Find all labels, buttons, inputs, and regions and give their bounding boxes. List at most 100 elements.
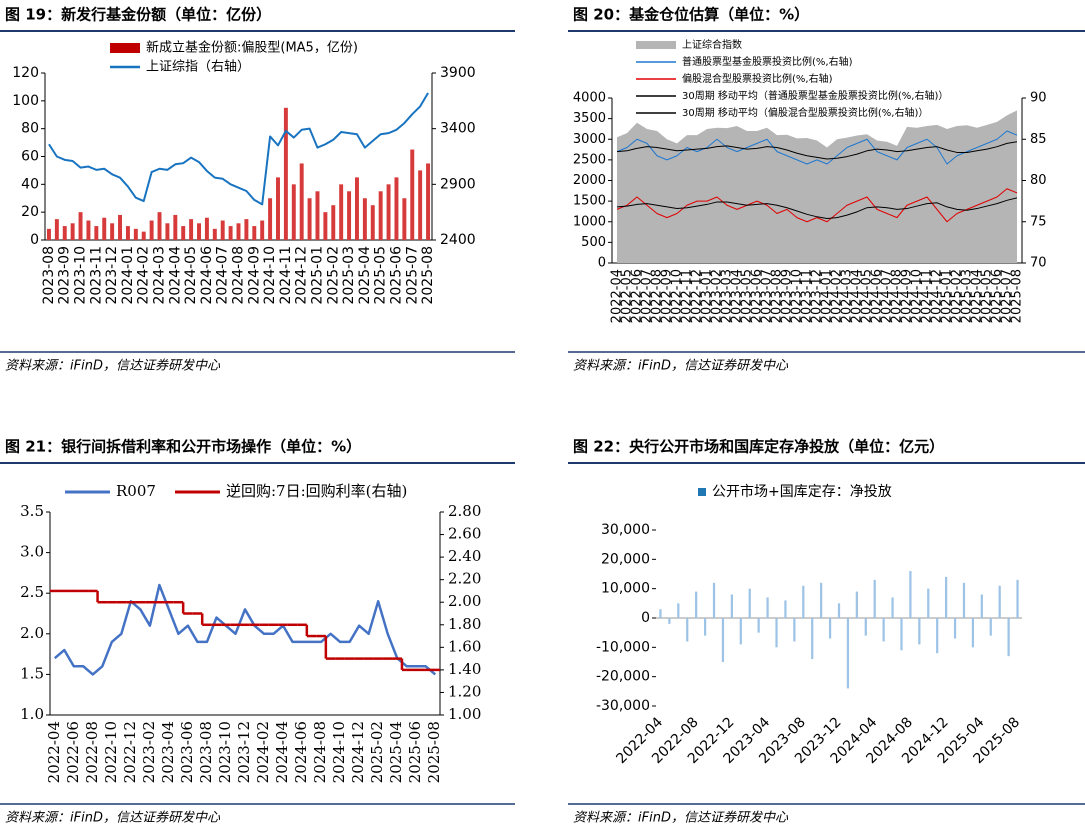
bar xyxy=(283,107,288,241)
x-tick-label: 2022-10 xyxy=(102,721,120,783)
bar xyxy=(212,228,217,240)
x-tick-label: 2025-07 xyxy=(404,246,420,305)
y2-tick-label: 1.60 xyxy=(448,637,481,655)
bar xyxy=(927,588,930,618)
bar xyxy=(980,594,983,618)
bar xyxy=(268,198,273,240)
y-tick-label: 2500 xyxy=(573,152,606,167)
bar xyxy=(102,217,107,240)
bar xyxy=(276,177,280,240)
x-tick-label: 2024-03 xyxy=(840,269,855,323)
bar xyxy=(410,149,415,240)
x-tick-label: 2025-03 xyxy=(960,269,975,323)
y-tick-label: 1.5 xyxy=(20,664,44,682)
x-tick-label: 2024-07 xyxy=(215,246,231,304)
bar xyxy=(793,618,796,642)
bar xyxy=(677,603,680,618)
y-tick-label: 1500 xyxy=(573,194,606,209)
y-tick-label: 100 xyxy=(12,93,39,109)
bar xyxy=(721,618,725,662)
bar xyxy=(703,618,707,636)
x-tick-label: 2025-04 xyxy=(357,246,373,305)
bar xyxy=(846,618,850,689)
x-tick-label: 2024-01 xyxy=(120,246,136,305)
y-tick-label: 40 xyxy=(21,176,39,192)
bar xyxy=(86,220,91,240)
bar xyxy=(962,582,966,618)
x-tick-label: 2023-08 xyxy=(770,269,785,323)
y-tick-label: 2000 xyxy=(573,173,606,188)
x-tick-label: 2024-02 xyxy=(830,269,845,323)
bar xyxy=(46,228,51,240)
line xyxy=(53,583,437,676)
x-tick-label: 2025-05 xyxy=(373,246,389,305)
bar xyxy=(220,220,225,240)
x-tick-label: 2023-12 xyxy=(235,721,253,783)
x-tick-label: 2023-04 xyxy=(159,721,177,783)
bar xyxy=(882,618,885,642)
x-tick-label: 2025-03 xyxy=(341,246,357,305)
area xyxy=(617,110,1017,263)
x-tick-label: 2023-11 xyxy=(800,269,815,323)
x-tick-label: 2023-11 xyxy=(88,246,104,305)
y-tick-label: 10,000 xyxy=(601,581,650,597)
bar xyxy=(94,226,99,240)
bar xyxy=(820,582,823,618)
bar xyxy=(362,198,367,240)
y-tick-label: 3.0 xyxy=(20,543,44,561)
x-tick-label: 2022-06 xyxy=(64,721,82,783)
legend-label: 30周期 移动平均（普通股票型基金股票投资比例(%,右轴)） xyxy=(682,89,948,102)
bar xyxy=(864,618,867,636)
x-tick-label: 2024-04 xyxy=(273,721,291,783)
x-tick-label: 2025-05 xyxy=(980,269,995,323)
x-tick-label: 2023-10 xyxy=(790,269,805,323)
x-tick-label: 2022-08 xyxy=(83,721,101,783)
x-tick-label: 2023-06 xyxy=(178,721,196,783)
y2-tick-label: 2.40 xyxy=(448,547,481,565)
legend-label: 新成立基金份额:偏股型(MA5，亿份) xyxy=(146,40,358,56)
y2-tick-label: 70 xyxy=(1030,256,1047,271)
x-tick-label: 2025-07 xyxy=(1000,269,1015,323)
bar xyxy=(998,585,1001,618)
x-tick-label: 2024-11 xyxy=(920,269,935,323)
x-tick-label: 2024-12 xyxy=(349,721,367,783)
x-tick-label: 2022-08 xyxy=(650,269,665,323)
x-tick-label: 2024-12 xyxy=(294,246,310,305)
y2-tick-label: 2.20 xyxy=(448,570,481,588)
bar xyxy=(339,184,344,240)
legend-label: R007 xyxy=(116,482,156,500)
y-tick-label: 3.5 xyxy=(20,502,44,520)
x-tick-label: 2024-10 xyxy=(262,246,278,305)
bar xyxy=(331,205,336,240)
y2-tick-label: 2.60 xyxy=(448,525,481,543)
bar xyxy=(730,594,733,618)
y-tick-label: 30,000 xyxy=(601,522,650,538)
y-tick-label: -30,000 xyxy=(596,698,650,714)
x-tick-label: 2023-02 xyxy=(710,269,725,323)
x-tick-label: 2024-02 xyxy=(136,246,152,305)
y2-tick-label: 1.20 xyxy=(448,682,481,700)
y2-tick-label: 3900 xyxy=(440,65,476,81)
y-tick-label: 500 xyxy=(581,235,606,250)
chart-title: 图 19：新发行基金份额（单位：亿份） xyxy=(5,6,271,24)
bar xyxy=(1007,618,1010,657)
bar xyxy=(133,228,138,240)
y2-tick-label: 1.40 xyxy=(448,660,481,678)
bar xyxy=(118,214,123,240)
x-tick-label: 2023-08 xyxy=(197,721,215,783)
x-tick-label: 2022-04 xyxy=(610,269,625,323)
y2-tick-label: 1.80 xyxy=(448,615,481,633)
x-tick-label: 2022-09 xyxy=(660,269,675,323)
y-tick-label: 20,000 xyxy=(601,551,650,567)
x-tick-label: 2025-06 xyxy=(406,721,424,783)
bar xyxy=(236,223,241,240)
bar xyxy=(141,231,146,240)
bar xyxy=(668,618,671,624)
bar xyxy=(971,618,975,648)
bar xyxy=(775,618,778,648)
x-tick-label: 2024-10 xyxy=(910,269,925,323)
bar xyxy=(659,609,662,618)
x-tick-label: 2025-08 xyxy=(420,246,436,305)
y2-tick-label: 2.00 xyxy=(448,592,481,610)
